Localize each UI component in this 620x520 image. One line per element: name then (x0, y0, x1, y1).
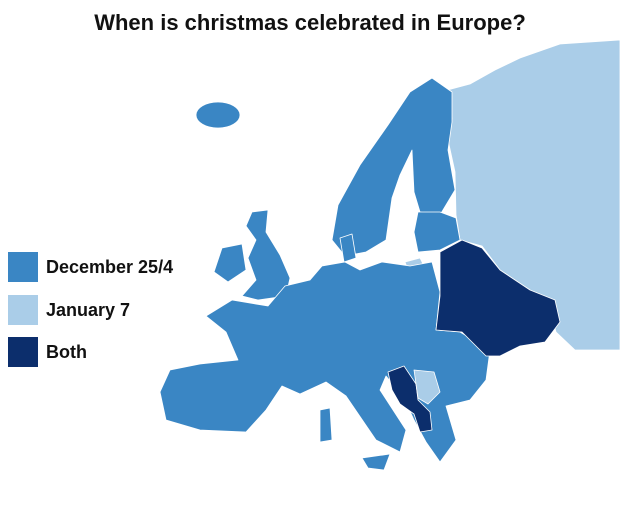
serbia (413, 369, 441, 405)
baltics (413, 211, 461, 253)
scandinavia (331, 77, 456, 257)
iceland (195, 101, 241, 129)
legend-label: Both (46, 342, 87, 362)
belarus-ukraine (435, 239, 561, 357)
ireland (213, 243, 247, 283)
denmark (339, 233, 357, 263)
legend: December 25/4 January 7 Both (8, 252, 173, 367)
balkans-both (387, 365, 433, 433)
legend-swatch (8, 337, 38, 367)
map-title: When is christmas celebrated in Europe? (94, 10, 526, 35)
legend-label: January 7 (46, 300, 130, 320)
legend-label: December 25/4 (46, 257, 173, 277)
legend-swatch (8, 295, 38, 325)
sicily (361, 453, 391, 471)
sardinia (319, 407, 333, 443)
map (159, 39, 620, 471)
great-britain (241, 209, 291, 301)
legend-swatch (8, 252, 38, 282)
